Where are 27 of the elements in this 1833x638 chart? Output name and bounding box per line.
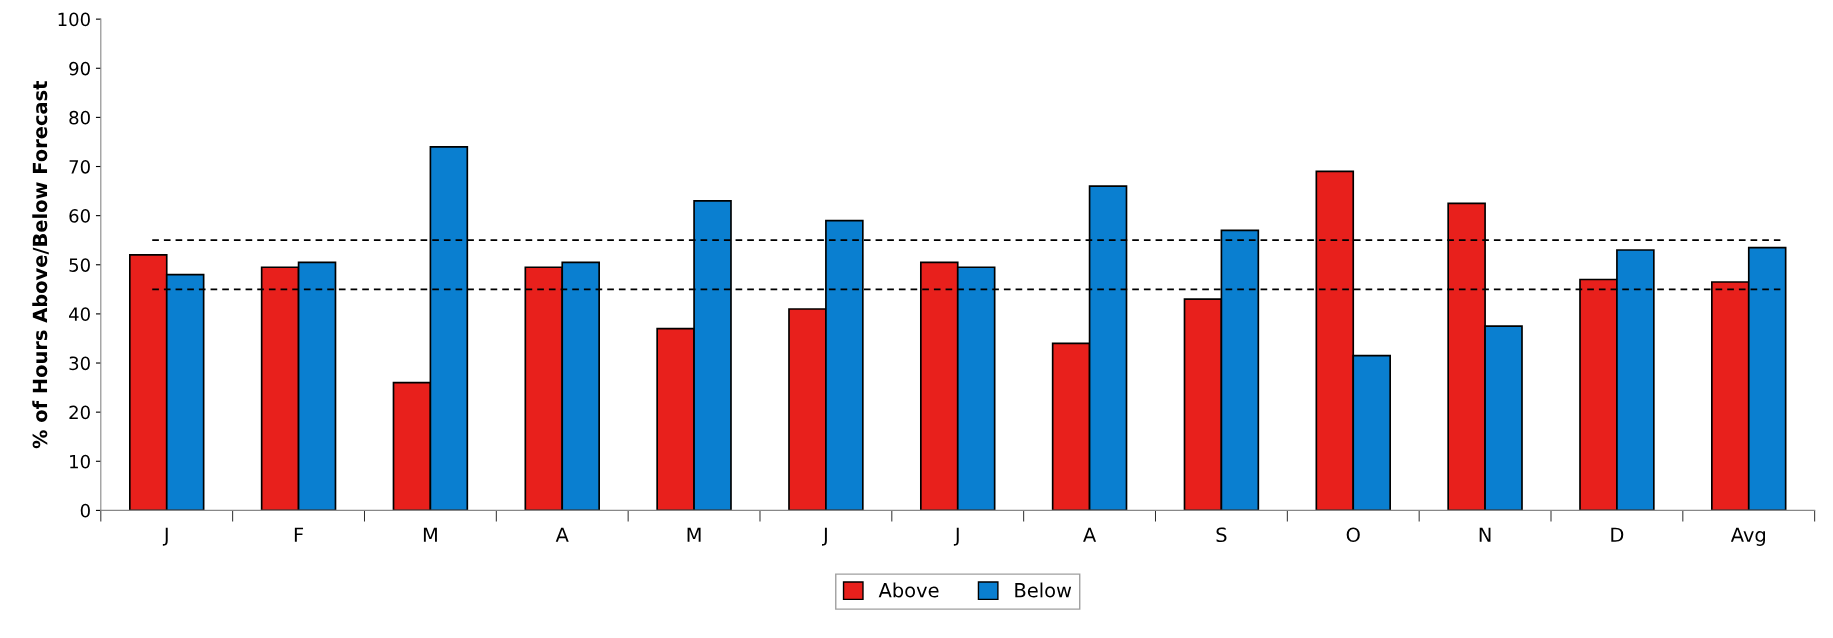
y-tick-label: 10 bbox=[70, 454, 90, 469]
legend-label: Above bbox=[878, 582, 939, 598]
y-tick-label: 50 bbox=[69, 258, 90, 272]
x-tick-label: D bbox=[1611, 527, 1624, 542]
x-tick-label: M bbox=[423, 527, 437, 542]
x-tick-label: J bbox=[822, 527, 827, 546]
x-tick-label: O bbox=[1346, 527, 1360, 543]
x-tick-label: F bbox=[294, 527, 304, 542]
x-tick-label: A bbox=[555, 527, 569, 542]
legend-label: Below bbox=[1015, 582, 1072, 598]
y-tick-label: 70 bbox=[69, 159, 90, 174]
y-tick-label: 100 bbox=[58, 12, 90, 27]
x-tick-label: A bbox=[1083, 527, 1097, 542]
x-tick-label: N bbox=[1479, 527, 1491, 542]
x-tick-label: J bbox=[953, 527, 959, 546]
x-tick-label: S bbox=[1216, 527, 1227, 543]
y-tick-label: 90 bbox=[69, 61, 90, 76]
y-tick-label: 20 bbox=[69, 405, 90, 420]
y-tick-label: 0 bbox=[80, 503, 90, 518]
y-tick-label: 40 bbox=[69, 307, 90, 322]
y-tick-label: 30 bbox=[69, 356, 90, 371]
y-tick-label: 80 bbox=[69, 110, 90, 125]
y-tick-label: 60 bbox=[69, 209, 90, 223]
x-tick-label: J bbox=[162, 527, 168, 546]
y-axis-title: % of Hours Above/Below Forecast bbox=[32, 80, 49, 449]
x-tick-label: Avg bbox=[1730, 527, 1765, 546]
x-tick-label: M bbox=[687, 527, 701, 542]
